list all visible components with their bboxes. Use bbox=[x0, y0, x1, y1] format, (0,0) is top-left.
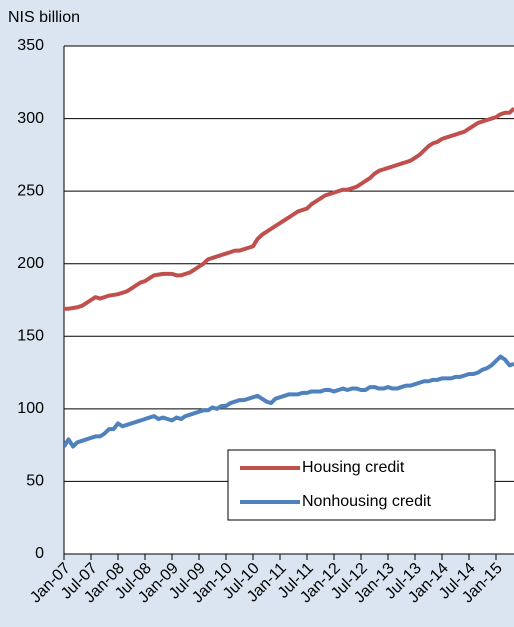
legend-label: Housing credit bbox=[302, 459, 405, 476]
y-axis-label: NIS billion bbox=[8, 9, 80, 26]
y-tick-label: 0 bbox=[35, 545, 44, 562]
y-tick-label: 300 bbox=[17, 110, 44, 127]
series-line bbox=[64, 106, 514, 311]
y-tick-label: 200 bbox=[17, 255, 44, 272]
series-line bbox=[64, 354, 514, 449]
y-tick-label: 250 bbox=[17, 182, 44, 199]
y-tick-label: 350 bbox=[17, 37, 44, 54]
y-tick-label: 150 bbox=[17, 328, 44, 345]
legend-box bbox=[227, 449, 496, 521]
y-tick-label: 50 bbox=[26, 473, 44, 490]
legend-label: Nonhousing credit bbox=[302, 493, 432, 510]
y-tick-label: 100 bbox=[17, 400, 44, 417]
